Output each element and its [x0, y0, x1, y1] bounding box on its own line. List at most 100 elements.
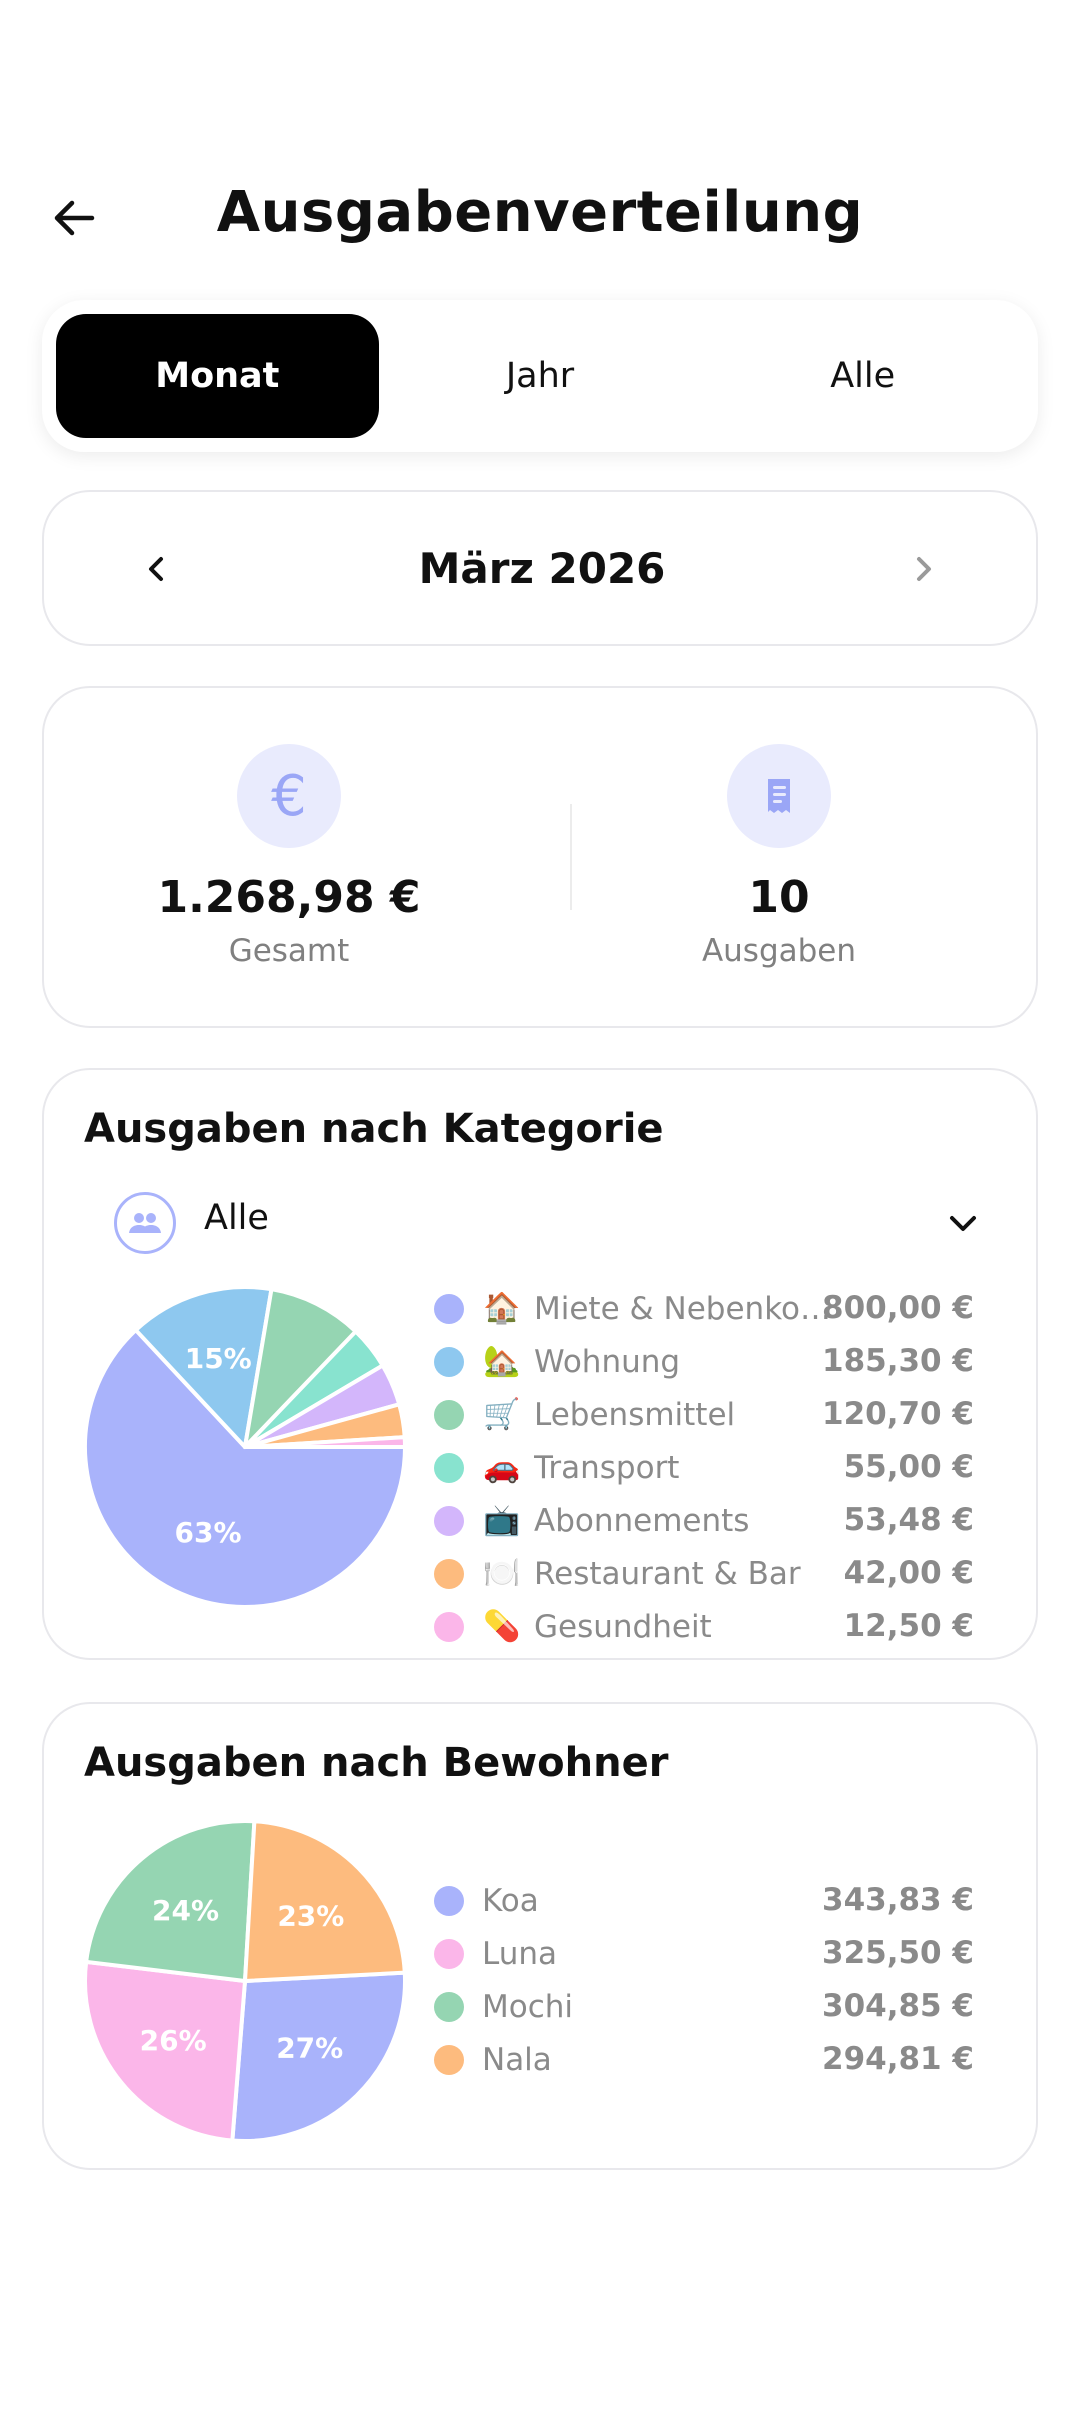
- legend-item: 🚗 Transport 55,00 €: [434, 1441, 974, 1494]
- category-legend: 🏠 Miete & Nebenkos… 800,00 € 🏡 Wohnung 1…: [434, 1282, 974, 1653]
- page-title: Ausgabenverteilung: [216, 180, 864, 245]
- pie-data-label-1: 27%: [276, 2031, 343, 2064]
- resident-filter-dropdown[interactable]: Alle: [114, 1188, 984, 1258]
- legend-dot: [434, 1505, 464, 1536]
- legend-dot: [434, 1399, 464, 1430]
- group-icon: [114, 1192, 176, 1254]
- legend-dot: [434, 1991, 464, 2022]
- legend-item: 🏠 Miete & Nebenkos… 800,00 €: [434, 1282, 974, 1335]
- total-summary: € 1.268,98 € Gesamt: [44, 744, 534, 969]
- legend-item: Koa 343,83 €: [434, 1874, 974, 1927]
- legend-item: 🍽️ Restaurant & Bar 42,00 €: [434, 1547, 974, 1600]
- segment-year[interactable]: Jahr: [505, 356, 575, 396]
- legend-dot: [434, 2044, 464, 2075]
- count-label: Ausgaben: [701, 933, 857, 969]
- resident-legend: Koa 343,83 € Luna 325,50 € Mochi 304,85 …: [434, 1874, 974, 2086]
- legend-label: Nala: [482, 2041, 552, 2078]
- pie-slice-3: [84, 1819, 257, 1983]
- legend-label: Miete & Nebenkos…: [534, 1290, 834, 1327]
- back-button[interactable]: [44, 188, 104, 248]
- month-label: März 2026: [418, 544, 666, 593]
- legend-label: Wohnung: [534, 1343, 681, 1380]
- resident-pie-chart: 27% 26% 24% 23%: [83, 1819, 407, 2143]
- pie-slice-1: [230, 1970, 407, 2143]
- legend-dot: [434, 1558, 464, 1589]
- legend-dot: [434, 1346, 464, 1377]
- legend-label: Lebensmittel: [534, 1396, 736, 1433]
- summary-card: € 1.268,98 € Gesamt 10 Ausgaben: [42, 686, 1038, 1028]
- total-label: Gesamt: [228, 933, 350, 969]
- legend-dot: [434, 1452, 464, 1483]
- resident-card: Ausgaben nach Bewohner 27% 26% 24% 23% Koa …: [42, 1702, 1038, 2170]
- pie-data-label-4: 23%: [277, 1900, 344, 1933]
- pie-data-label-2: 26%: [140, 2024, 207, 2057]
- euro-icon: €: [237, 744, 341, 848]
- legend-dot: [434, 1885, 464, 1916]
- legend-value: 294,81 €: [822, 2041, 974, 2077]
- chevron-right-icon: [917, 557, 931, 581]
- header: Ausgabenverteilung: [0, 170, 1080, 260]
- receipt-icon: [727, 744, 831, 848]
- pill-icon: 💊: [483, 1609, 521, 1644]
- pie-slice-3: [243, 1287, 358, 1449]
- plate-icon: 🍽️: [483, 1556, 521, 1591]
- pie-slice-1: [83, 1328, 407, 1609]
- legend-value: 53,48 €: [843, 1502, 974, 1538]
- chevron-left-icon: [149, 557, 163, 581]
- legend-value: 325,50 €: [822, 1935, 974, 1971]
- legend-label: Transport: [534, 1449, 680, 1486]
- category-card-title: Ausgaben nach Kategorie: [84, 1106, 664, 1152]
- legend-item: 🏡 Wohnung 185,30 €: [434, 1335, 974, 1388]
- legend-value: 343,83 €: [822, 1882, 974, 1918]
- pie-slice-2: [133, 1285, 274, 1449]
- legend-label: Abonnements: [534, 1502, 750, 1539]
- legend-value: 42,00 €: [843, 1555, 974, 1591]
- pie-data-label-3: 24%: [152, 1894, 219, 1927]
- category-card: Ausgaben nach Kategorie Alle 63% 15% 🏠 Mi…: [42, 1068, 1038, 1660]
- pie-slice-4: [243, 1819, 407, 1983]
- legend-value: 120,70 €: [822, 1396, 974, 1432]
- legend-dot: [434, 1938, 464, 1969]
- legend-dot: [434, 1293, 464, 1324]
- legend-dot: [434, 1611, 464, 1642]
- count-value: 10: [748, 872, 810, 923]
- pie-slice-7: [243, 1435, 408, 1449]
- pie-slice-2: [83, 1959, 247, 2143]
- legend-item: 📺 Abonnements 53,48 €: [434, 1494, 974, 1547]
- car-icon: 🚗: [483, 1450, 521, 1485]
- arrow-left-icon: [54, 200, 95, 236]
- legend-value: 12,50 €: [843, 1608, 974, 1644]
- period-segmented-control: Monat Jahr Alle: [42, 300, 1038, 452]
- legend-label: Mochi: [482, 1988, 574, 2025]
- segment-all[interactable]: Alle: [830, 356, 896, 396]
- legend-value: 55,00 €: [843, 1449, 974, 1485]
- previous-month-button[interactable]: [124, 536, 190, 602]
- legend-value: 304,85 €: [822, 1988, 974, 2024]
- divider: [570, 804, 572, 910]
- pie-data-label-1: 63%: [175, 1516, 242, 1549]
- legend-label: Restaurant & Bar: [534, 1555, 801, 1592]
- legend-item: Nala 294,81 €: [434, 2033, 974, 2086]
- month-selector: März 2026: [42, 490, 1038, 646]
- pie-data-label-2: 15%: [185, 1342, 252, 1375]
- legend-value: 800,00 €: [822, 1290, 974, 1326]
- tv-icon: 📺: [483, 1503, 521, 1538]
- category-pie-chart: 63% 15%: [83, 1285, 408, 1609]
- segment-month[interactable]: Monat: [56, 314, 379, 438]
- legend-value: 185,30 €: [822, 1343, 974, 1379]
- legend-item: Mochi 304,85 €: [434, 1980, 974, 2033]
- filter-label: Alle: [204, 1198, 269, 1238]
- resident-card-title: Ausgaben nach Bewohner: [84, 1740, 669, 1786]
- legend-label: Koa: [482, 1882, 539, 1919]
- next-month-button[interactable]: [890, 536, 956, 602]
- legend-item: Luna 325,50 €: [434, 1927, 974, 1980]
- count-summary: 10 Ausgaben: [534, 744, 1024, 969]
- house-icon: 🏠: [483, 1291, 521, 1326]
- total-value: 1.268,98 €: [157, 872, 421, 923]
- cart-icon: 🛒: [483, 1397, 521, 1432]
- legend-label: Luna: [482, 1935, 558, 1972]
- legend-item: 🛒 Lebensmittel 120,70 €: [434, 1388, 974, 1441]
- legend-label: Gesundheit: [534, 1608, 712, 1645]
- house-garden-icon: 🏡: [483, 1344, 521, 1379]
- chevron-down-icon: [942, 1202, 984, 1244]
